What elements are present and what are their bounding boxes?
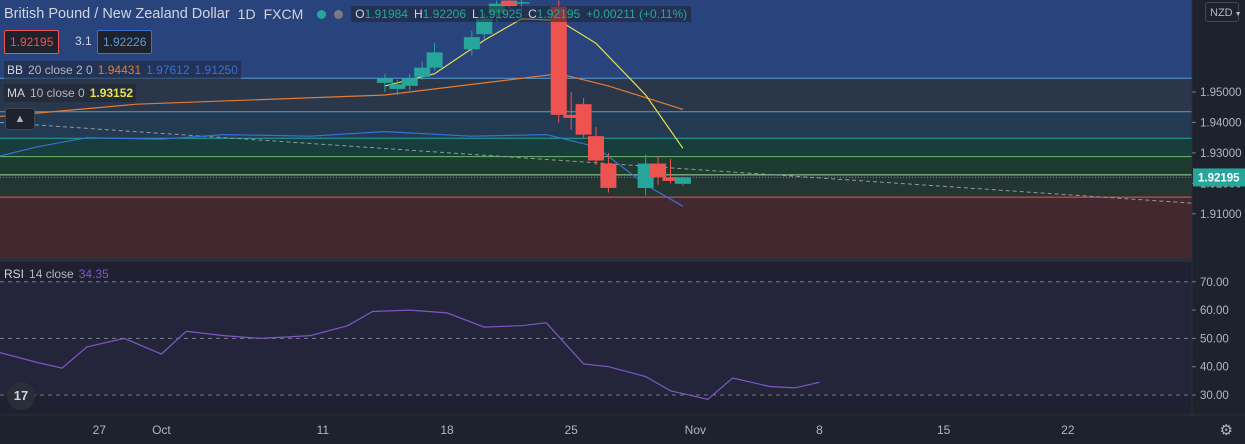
time-tick-label-5: Nov — [685, 423, 706, 437]
price-tick-label-0: 1.91000 — [1200, 209, 1242, 221]
ohlc-readout: O1.91984 H1.92206 L1.91925 C1.92195 +0.0… — [351, 6, 692, 22]
spread-value: 3.1 — [75, 34, 92, 48]
ma-legend[interactable]: MA 10 close 0 1.93152 — [4, 84, 137, 102]
rsi-tick-label-4: 70.00 — [1200, 277, 1229, 289]
high-value: 1.92206 — [422, 7, 467, 21]
candle-body-14 — [600, 163, 617, 188]
rsi-name: RSI — [4, 267, 25, 281]
high-label: H — [413, 7, 423, 21]
candle-body-0 — [376, 78, 393, 83]
rsi-line — [0, 309, 820, 400]
candles-layer — [376, 0, 691, 196]
current-price-label: 1.92195 — [1198, 172, 1240, 184]
rsi-tick-label-0: 30.00 — [1200, 390, 1229, 402]
zone-band-6 — [0, 197, 1192, 258]
time-tick-label-6: 8 — [816, 423, 823, 437]
open-value: 1.91984 — [364, 7, 408, 21]
symbol-title[interactable]: British Pound / New Zealand Dollar — [4, 6, 230, 22]
price-tick-label-3: 1.94000 — [1200, 117, 1242, 129]
market-status-icon — [317, 9, 327, 19]
zones-layer — [0, 0, 1192, 258]
zone-band-4 — [0, 156, 1192, 175]
logo-text: 17 — [13, 388, 29, 403]
pane-separator — [0, 258, 1245, 262]
ma-name: MA — [7, 86, 25, 100]
candle-body-6 — [476, 18, 493, 35]
open-label: O — [355, 7, 365, 21]
price-axis-bg — [1192, 0, 1245, 444]
price-tick-label-2: 1.93000 — [1200, 148, 1242, 160]
time-tick-label-2: 11 — [317, 423, 330, 437]
rsi-tick-label-2: 50.00 — [1200, 333, 1229, 345]
candle-body-8 — [501, 0, 518, 7]
bb-basis-line — [0, 73, 684, 117]
candle-body-15 — [637, 163, 654, 188]
bb-lower-value: 1.91250 — [194, 63, 238, 77]
rsi-legend[interactable]: RSI 14 close 34.35 — [4, 267, 109, 281]
ma-value: 1.93152 — [89, 86, 134, 100]
low-label: L — [472, 7, 479, 21]
zone-band-1 — [0, 78, 1192, 112]
time-tick-label-4: 25 — [564, 423, 578, 437]
sell-price-box[interactable]: 1.92195 — [4, 30, 60, 54]
time-tick-label-1: Oct — [152, 423, 171, 437]
bb-name: BB — [7, 63, 24, 77]
rsi-tick-label-1: 40.00 — [1200, 362, 1229, 374]
time-tick-label-7: 15 — [937, 423, 951, 437]
candle-body-3 — [414, 67, 431, 77]
time-axis-bg — [0, 415, 1245, 444]
zone-band-5 — [0, 174, 1192, 198]
rsi-tick-label-3: 60.00 — [1200, 305, 1229, 317]
candle-body-9 — [513, 2, 530, 4]
rsi-value: 34.35 — [78, 267, 109, 281]
interval-label[interactable]: 1D — [237, 6, 256, 22]
candle-body-4 — [426, 52, 443, 68]
chevron-up-icon: ▲ — [14, 113, 26, 125]
rsi-layer — [0, 262, 1192, 412]
candle-body-2 — [401, 78, 418, 86]
market-dot-icon — [334, 9, 344, 19]
candle-body-1 — [389, 84, 406, 89]
price-tick-label-4: 1.95000 — [1200, 87, 1242, 99]
candle-body-18 — [674, 177, 691, 184]
chart-header: British Pound / New Zealand Dollar 1D FX… — [4, 4, 692, 24]
levels-layer — [0, 77, 1192, 198]
bb-legend[interactable]: BB 20 close 2 0 1.94431 1.97612 1.91250 — [4, 61, 241, 79]
candle-body-13 — [588, 136, 604, 161]
collapse-legend-button[interactable]: ▲ — [5, 108, 35, 130]
buy-price-box[interactable]: 1.92226 — [97, 30, 153, 54]
bb-params: 20 close 2 0 — [28, 63, 93, 77]
time-tick-label-0: 27 — [93, 423, 107, 437]
time-tick-label-3: 18 — [440, 423, 454, 437]
source-label: FXCM — [263, 6, 304, 22]
currency-label: NZD — [1210, 7, 1233, 19]
candle-body-10 — [550, 6, 567, 115]
candle-body-17 — [662, 177, 679, 181]
candle-body-5 — [463, 37, 480, 50]
bb-lower-line — [0, 130, 684, 207]
current-price-badge — [1193, 168, 1245, 187]
time-tick-label-8: 22 — [1061, 423, 1075, 437]
low-value: 1.91925 — [478, 7, 523, 21]
chevron-down-icon: ▼ — [1234, 11, 1242, 18]
close-label: C — [528, 7, 537, 21]
candle-body-16 — [650, 163, 667, 178]
bb-upper-value: 1.97612 — [146, 63, 190, 77]
bb-basis-value: 1.94431 — [97, 63, 142, 77]
tradingview-logo-icon[interactable]: 17 — [7, 382, 35, 410]
gear-icon[interactable]: ⚙ — [1219, 422, 1233, 439]
change-value: +0.00211 (+0.11%) — [586, 7, 688, 21]
candle-body-11 — [563, 114, 580, 118]
rsi-params: 14 close — [29, 267, 74, 281]
candle-body-12 — [575, 104, 592, 135]
close-value: 1.92195 — [536, 7, 581, 21]
currency-selector[interactable]: NZD ▼ — [1205, 2, 1242, 22]
ma-params: 10 close 0 — [30, 86, 85, 100]
